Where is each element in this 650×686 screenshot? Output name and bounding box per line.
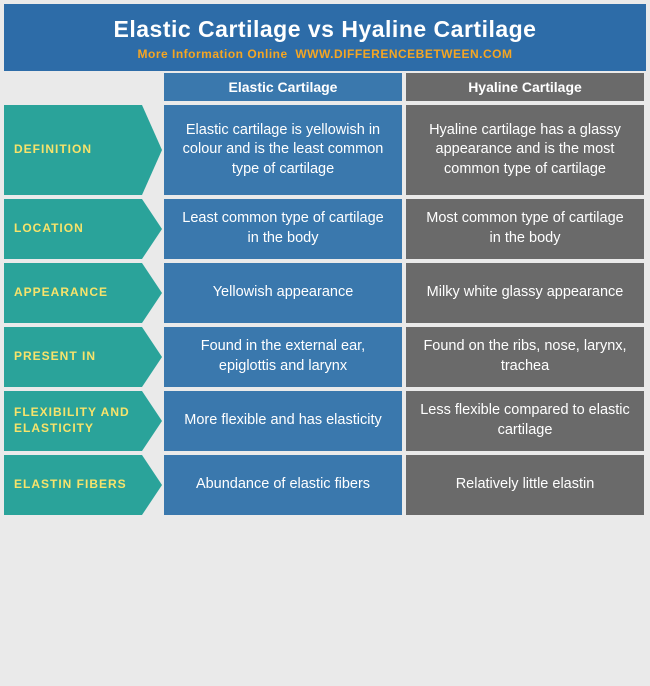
row-label-cell: LOCATION (4, 199, 162, 259)
row-label-arrow: FLEXIBILITY AND ELASTICITY (4, 391, 142, 451)
cell-hyaline: Most common type of cartilage in the bod… (406, 199, 644, 259)
cell-hyaline: Relatively little elastin (406, 455, 644, 515)
cell-elastic: Least common type of cartilage in the bo… (164, 199, 402, 259)
row-label-cell: DEFINITION (4, 105, 162, 195)
row-label-arrow: LOCATION (4, 199, 142, 259)
row-label-cell: ELASTIN FIBERS (4, 455, 162, 515)
rows-container: DEFINITIONElastic cartilage is yellowish… (4, 105, 646, 515)
cell-elastic: Found in the external ear, epiglottis an… (164, 327, 402, 387)
cell-elastic: Abundance of elastic fibers (164, 455, 402, 515)
more-info-label: More Information Online (138, 47, 288, 61)
header-spacer (4, 73, 162, 101)
column-header-elastic: Elastic Cartilage (164, 73, 402, 101)
column-headers: Elastic Cartilage Hyaline Cartilage (4, 73, 646, 101)
row-label-arrow: PRESENT IN (4, 327, 142, 387)
header: Elastic Cartilage vs Hyaline Cartilage M… (4, 4, 646, 71)
row-label-cell: PRESENT IN (4, 327, 162, 387)
row-label-arrow: APPEARANCE (4, 263, 142, 323)
cell-hyaline: Less flexible compared to elastic cartil… (406, 391, 644, 451)
table-row: APPEARANCE Yellowish appearanceMilky whit… (4, 263, 646, 323)
site-link[interactable]: WWW.DIFFERENCEBETWEEN.COM (295, 47, 512, 61)
table-row: DEFINITIONElastic cartilage is yellowish… (4, 105, 646, 195)
row-label-cell: APPEARANCE (4, 263, 162, 323)
table-row: PRESENT IN Found in the external ear, epi… (4, 327, 646, 387)
subline: More Information Online WWW.DIFFERENCEBE… (14, 47, 636, 61)
cell-elastic: More flexible and has elasticity (164, 391, 402, 451)
page-title: Elastic Cartilage vs Hyaline Cartilage (14, 16, 636, 43)
row-label-arrow: ELASTIN FIBERS (4, 455, 142, 515)
cell-hyaline: Hyaline cartilage has a glassy appearanc… (406, 105, 644, 195)
cell-hyaline: Milky white glassy appearance (406, 263, 644, 323)
row-label-arrow: DEFINITION (4, 105, 142, 195)
cell-elastic: Yellowish appearance (164, 263, 402, 323)
row-label-cell: FLEXIBILITY AND ELASTICITY (4, 391, 162, 451)
table-row: ELASTIN FIBERS Abundance of elastic fiber… (4, 455, 646, 515)
column-header-hyaline: Hyaline Cartilage (406, 73, 644, 101)
table-row: LOCATION Least common type of cartilage i… (4, 199, 646, 259)
cell-elastic: Elastic cartilage is yellowish in colour… (164, 105, 402, 195)
cell-hyaline: Found on the ribs, nose, larynx, trachea (406, 327, 644, 387)
comparison-infographic: Elastic Cartilage vs Hyaline Cartilage M… (0, 0, 650, 523)
table-row: FLEXIBILITY AND ELASTICITY More flexible … (4, 391, 646, 451)
